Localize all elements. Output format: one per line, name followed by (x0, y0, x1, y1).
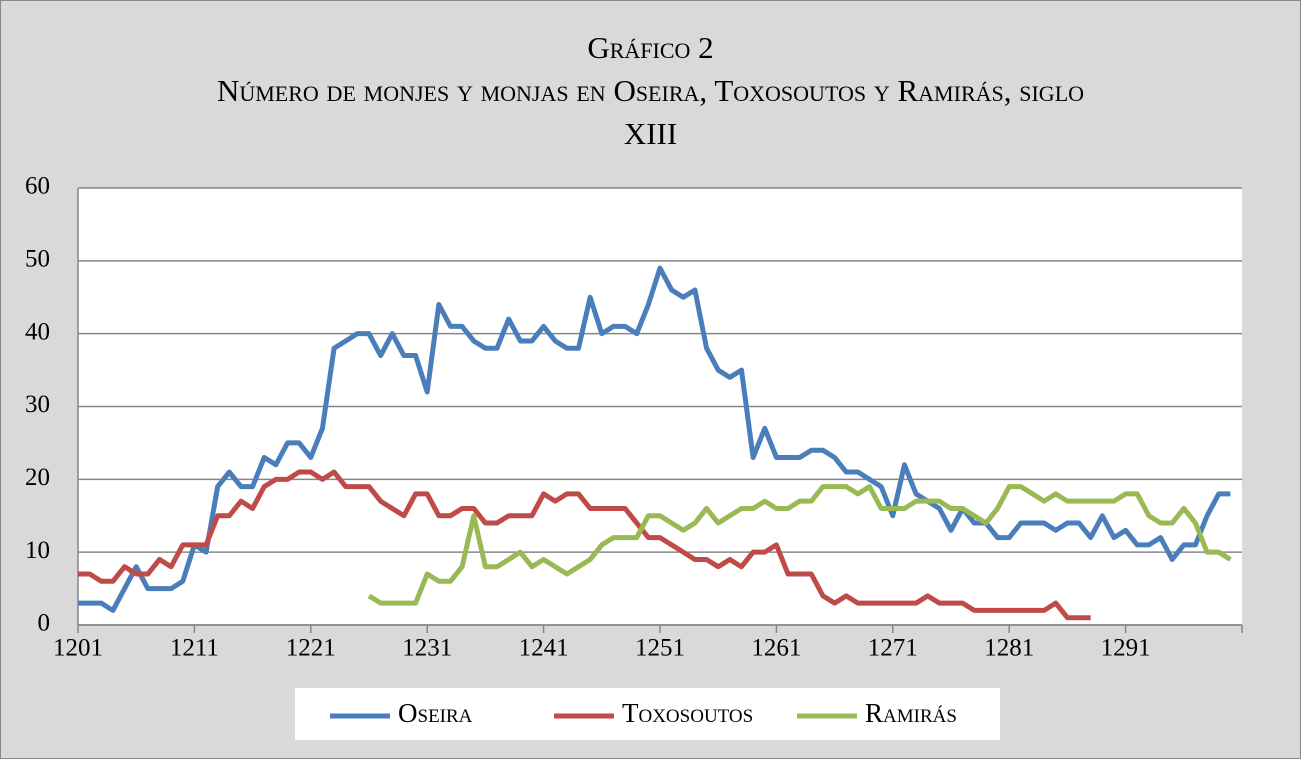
y-tick-label: 0 (38, 610, 51, 637)
x-tick-label: 1201 (53, 635, 103, 662)
legend-box (295, 688, 1000, 740)
x-tick-label: 1221 (286, 635, 336, 662)
chart-title: Gráfico 2 (587, 30, 714, 65)
y-tick-label: 40 (25, 318, 50, 345)
x-tick-label: 1231 (402, 635, 452, 662)
legend-label: Toxosoutos (622, 698, 753, 728)
series-line (78, 469, 1091, 621)
x-tick-label: 1281 (984, 635, 1034, 662)
series-line (78, 265, 1231, 613)
y-tick-label: 20 (25, 464, 50, 491)
y-tick-label: 10 (25, 537, 50, 564)
x-tick-label: 1251 (635, 635, 685, 662)
title-block: Gráfico 2 Número de monjes y monjas en O… (0, 26, 1301, 155)
y-tick-label: 30 (25, 391, 50, 418)
series-line (367, 484, 1232, 606)
x-tick-label: 1271 (868, 635, 918, 662)
x-tick-label: 1241 (519, 635, 569, 662)
x-tick-label: 1261 (751, 635, 801, 662)
y-tick-label: 50 (25, 246, 50, 273)
legend-label: Ramirás (865, 698, 957, 728)
y-tick-label: 60 (25, 173, 50, 200)
x-tick-label: 1211 (170, 635, 219, 662)
legend-label: Oseira (398, 698, 473, 728)
x-tick-label: 1291 (1101, 635, 1151, 662)
chart-subtitle: Número de monjes y monjas en Oseira, Tox… (216, 73, 1085, 151)
